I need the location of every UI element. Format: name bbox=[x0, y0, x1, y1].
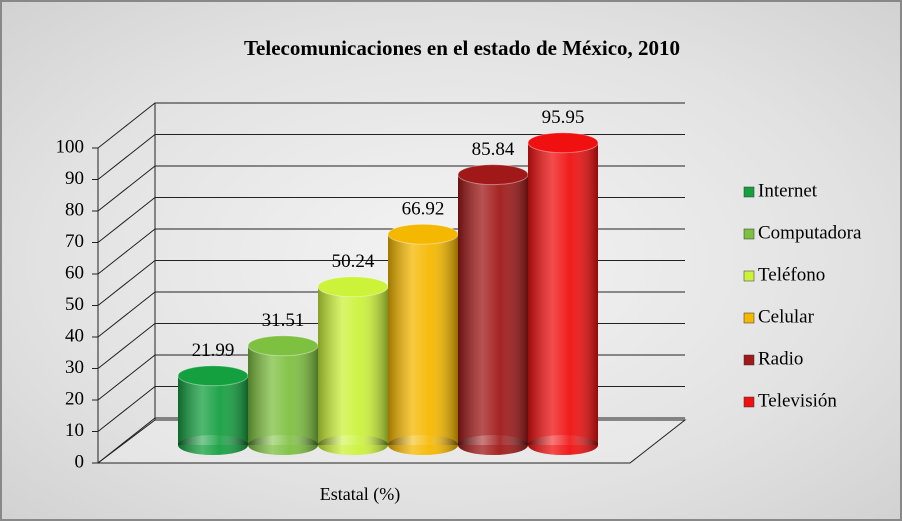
grid-line bbox=[97, 134, 685, 180]
bar-top bbox=[457, 164, 529, 186]
data-label: 50.24 bbox=[332, 251, 375, 272]
y-tick-label: 80 bbox=[65, 199, 84, 220]
legend-label: Televisión bbox=[758, 390, 837, 411]
y-tick-label: 0 bbox=[75, 451, 85, 472]
grid-line bbox=[97, 102, 685, 149]
bar-top bbox=[527, 132, 599, 154]
legend-label: Teléfono bbox=[758, 264, 825, 285]
y-tick-label: 40 bbox=[65, 325, 84, 346]
bar-shade bbox=[248, 345, 318, 445]
legend-label: Computadora bbox=[758, 222, 862, 243]
legend-marker bbox=[743, 228, 755, 240]
bar-shade bbox=[458, 174, 528, 445]
legend-marker bbox=[743, 186, 755, 198]
data-label: 66.92 bbox=[402, 199, 445, 220]
bar-top bbox=[387, 223, 459, 245]
y-tick-label: 70 bbox=[65, 231, 84, 252]
bar-shade bbox=[388, 234, 458, 445]
legend-marker bbox=[743, 354, 755, 366]
data-label: 21.99 bbox=[192, 340, 235, 361]
bar-top bbox=[247, 335, 319, 357]
bar-top bbox=[317, 276, 389, 298]
data-label: 85.84 bbox=[472, 139, 515, 160]
data-label: 31.51 bbox=[262, 310, 305, 331]
bar-top bbox=[177, 365, 249, 387]
legend-label: Radio bbox=[758, 348, 803, 369]
bar-shade bbox=[528, 142, 598, 445]
legend-label: Internet bbox=[758, 180, 818, 201]
y-tick-label: 50 bbox=[65, 294, 84, 315]
y-tick-label: 60 bbox=[65, 262, 84, 283]
legend-marker bbox=[743, 396, 755, 408]
legend-marker bbox=[743, 270, 755, 282]
bar-shade bbox=[178, 375, 248, 445]
legend-label: Celular bbox=[758, 306, 815, 327]
data-label: 95.95 bbox=[542, 107, 585, 128]
bar-shade bbox=[318, 286, 388, 445]
y-tick-label: 10 bbox=[65, 420, 84, 441]
y-tick-label: 90 bbox=[65, 168, 84, 189]
y-tick-label: 100 bbox=[56, 136, 85, 157]
x-tick-label: Estatal (%) bbox=[320, 484, 400, 505]
y-tick-label: 30 bbox=[65, 357, 84, 378]
y-tick-label: 20 bbox=[65, 388, 84, 409]
chart-title: Telecomunicaciones en el estado de Méxic… bbox=[244, 36, 680, 60]
legend-marker bbox=[743, 312, 755, 324]
